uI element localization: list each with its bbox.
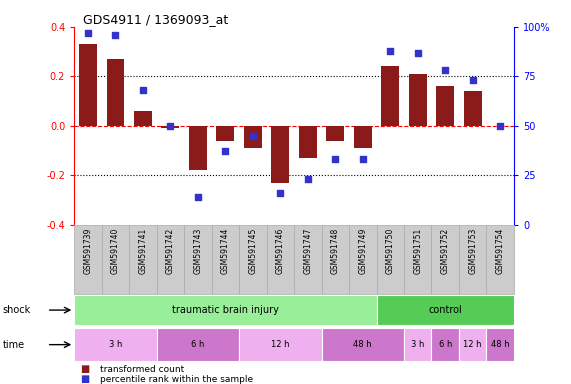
Point (468, 77, 477, 83)
Point (358, 156, 367, 162)
Bar (436, 86, 454, 126)
Text: transformed count: transformed count (100, 365, 184, 374)
Bar (74, 225, 102, 294)
Text: GSM591754: GSM591754 (496, 228, 505, 275)
Bar (216, 126, 234, 141)
Text: time: time (3, 339, 25, 350)
Bar (409, 74, 427, 126)
Bar (376, 295, 514, 325)
Bar (327, 126, 344, 141)
Text: GSM591739: GSM591739 (83, 228, 93, 275)
Bar (156, 225, 184, 294)
Bar (102, 225, 129, 294)
Bar (134, 111, 152, 126)
Text: 3 h: 3 h (108, 340, 122, 349)
Bar (107, 59, 124, 126)
Bar (74, 295, 376, 325)
Text: percentile rank within the sample: percentile rank within the sample (100, 375, 253, 384)
Point (303, 176, 312, 182)
Bar (239, 328, 321, 361)
Text: 48 h: 48 h (491, 340, 509, 349)
Bar (404, 225, 432, 294)
Text: GSM591742: GSM591742 (166, 228, 175, 274)
Text: 48 h: 48 h (353, 340, 372, 349)
Bar (376, 225, 404, 294)
Bar (354, 126, 372, 148)
Point (276, 190, 285, 196)
Point (111, 32, 120, 38)
Text: 3 h: 3 h (411, 340, 424, 349)
Point (385, 48, 395, 54)
Text: GSM591746: GSM591746 (276, 228, 285, 275)
Text: GSM591740: GSM591740 (111, 228, 120, 275)
Bar (459, 328, 486, 361)
Bar (156, 328, 239, 361)
Bar (189, 126, 207, 170)
Bar (74, 328, 156, 361)
Bar (381, 66, 399, 126)
Bar (459, 225, 486, 294)
Bar (267, 225, 294, 294)
Point (331, 156, 340, 162)
Point (166, 123, 175, 129)
Point (138, 87, 147, 93)
Text: GSM591747: GSM591747 (303, 228, 312, 275)
Point (496, 123, 505, 129)
Bar (239, 225, 267, 294)
Bar (294, 225, 321, 294)
Bar (464, 91, 481, 126)
Text: GSM591744: GSM591744 (221, 228, 230, 275)
Text: GSM591741: GSM591741 (138, 228, 147, 274)
Bar (486, 225, 514, 294)
Text: GSM591743: GSM591743 (194, 228, 202, 275)
Text: GSM591749: GSM591749 (358, 228, 367, 275)
Point (413, 50, 423, 56)
Text: 6 h: 6 h (191, 340, 204, 349)
Bar (349, 225, 376, 294)
Bar (79, 44, 97, 126)
Text: GSM591748: GSM591748 (331, 228, 340, 274)
Bar (321, 225, 349, 294)
Text: GDS4911 / 1369093_at: GDS4911 / 1369093_at (83, 13, 228, 26)
Text: GSM591753: GSM591753 (468, 228, 477, 275)
Point (83, 30, 93, 36)
Text: GSM591750: GSM591750 (386, 228, 395, 275)
Point (248, 132, 258, 139)
Text: control: control (428, 305, 462, 315)
Text: ■: ■ (80, 364, 89, 374)
Bar (244, 126, 262, 148)
Bar (404, 328, 432, 361)
Bar (271, 126, 289, 183)
Bar (432, 225, 459, 294)
Point (194, 194, 203, 200)
Bar (486, 328, 514, 361)
Point (441, 67, 450, 73)
Text: GSM591751: GSM591751 (413, 228, 422, 274)
Bar (162, 126, 179, 128)
Text: shock: shock (3, 305, 31, 315)
Text: 12 h: 12 h (271, 340, 289, 349)
Bar (432, 328, 459, 361)
Text: GSM591745: GSM591745 (248, 228, 258, 275)
Bar (212, 225, 239, 294)
Bar (129, 225, 156, 294)
Bar (184, 225, 212, 294)
Bar (299, 126, 317, 158)
Text: 6 h: 6 h (439, 340, 452, 349)
Text: traumatic brain injury: traumatic brain injury (172, 305, 279, 315)
Bar (321, 328, 404, 361)
Text: 12 h: 12 h (464, 340, 482, 349)
Text: ■: ■ (80, 374, 89, 384)
Point (221, 148, 230, 154)
Text: GSM591752: GSM591752 (441, 228, 450, 274)
